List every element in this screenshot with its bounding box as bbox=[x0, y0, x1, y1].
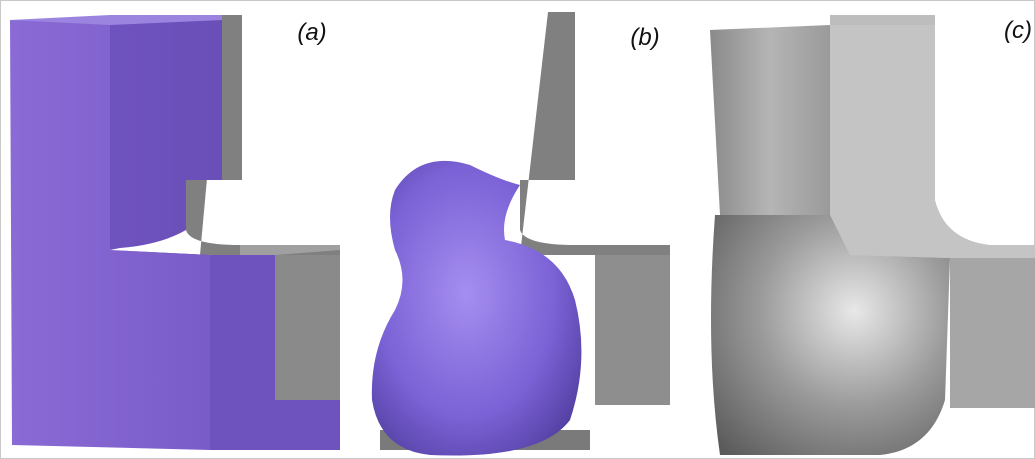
panel-a: (a) bbox=[10, 15, 340, 450]
panel-label: (a) bbox=[297, 19, 326, 46]
panel-c: (c) bbox=[710, 15, 1035, 455]
panel-b: (b) bbox=[372, 12, 670, 456]
page: (a) (b) (c) (() => { const data = JSON.p… bbox=[0, 0, 1035, 459]
panel-label: (c) bbox=[1004, 17, 1032, 44]
figure: (a) (b) (c) bbox=[0, 0, 1035, 459]
panel-label: (b) bbox=[630, 24, 659, 51]
